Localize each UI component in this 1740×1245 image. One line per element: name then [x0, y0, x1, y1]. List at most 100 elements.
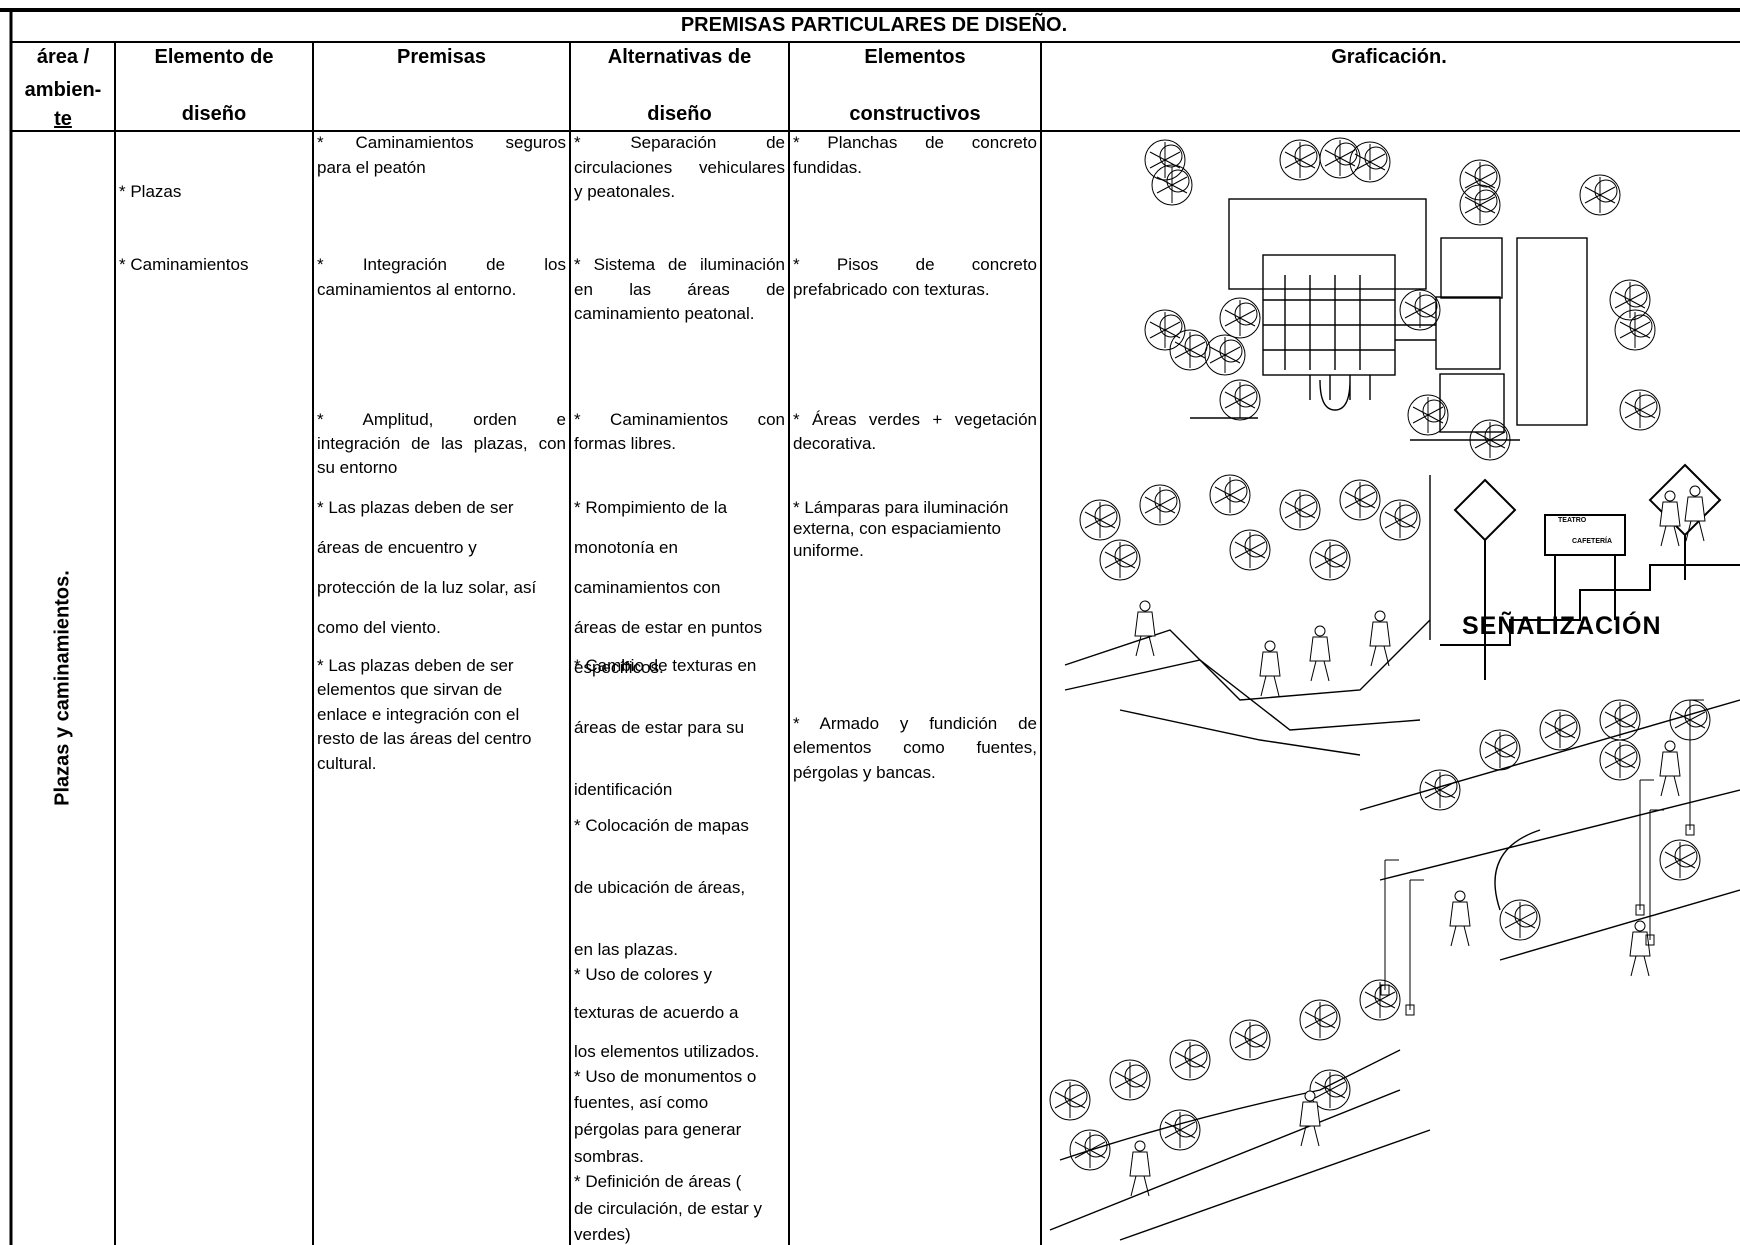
column-header: te: [54, 107, 72, 130]
lamp-post: [1685, 699, 1704, 836]
paragraph-line: específicos.: [574, 658, 664, 678]
paragraph-line: de ubicación de áreas,: [574, 878, 746, 897]
paragraph-line: en las plazas.: [574, 940, 678, 960]
tree: [1244, 534, 1268, 558]
tree: [1109, 1059, 1151, 1101]
figure: [1374, 610, 1386, 622]
tree: [1664, 842, 1696, 878]
tree: [1414, 294, 1438, 318]
tree: [1484, 424, 1508, 448]
figure: [1299, 1101, 1321, 1147]
tree: [1579, 174, 1621, 216]
column-header: área /: [36, 45, 90, 68]
lamp-post: [1380, 859, 1399, 996]
tree: [1514, 904, 1538, 928]
perspective-walkway: [1049, 475, 1740, 1241]
tree: [1394, 504, 1418, 528]
paragraph-line: de circulación, de estar y: [574, 1198, 763, 1218]
tree: [1279, 489, 1321, 531]
paragraph-line: para el peatón: [317, 157, 426, 177]
column-header: Elementos: [864, 45, 966, 68]
paragraph-line: enlace e integración con el: [317, 704, 520, 724]
tree: [1114, 1062, 1146, 1098]
tree: [1314, 1004, 1338, 1028]
figure: [1134, 611, 1156, 657]
column-header: ambien-: [24, 79, 102, 102]
paragraph-line: * Pisos de concreto: [793, 255, 1037, 275]
tree: [1294, 494, 1318, 518]
paragraph-line: * Las plazas deben de ser: [317, 498, 514, 518]
tree: [1474, 422, 1506, 458]
column-header: Alternativas de: [607, 45, 752, 68]
tree: [1384, 502, 1416, 538]
paragraph-line: cultural.: [317, 753, 377, 773]
tree: [1404, 292, 1436, 328]
tree: [1284, 492, 1316, 528]
paragraph-line: prefabricado con texturas.: [793, 279, 990, 299]
tree: [1174, 1114, 1198, 1138]
tree: [1604, 702, 1636, 738]
lamp-post: [1645, 809, 1664, 946]
tree: [1234, 384, 1258, 408]
tree: [1499, 899, 1541, 941]
tree: [1209, 474, 1251, 516]
tree: [1144, 309, 1186, 351]
tree: [1419, 769, 1461, 811]
tree: [1174, 332, 1206, 368]
paragraph-line: * Cambio de texturas en: [574, 656, 757, 675]
paragraph-line: * Plazas: [119, 182, 182, 202]
paragraph-line: * Caminamientos seguros: [317, 133, 566, 153]
paragraph-line: * Uso de monumentos o: [574, 1066, 757, 1086]
figure: [1689, 485, 1701, 497]
tree: [1504, 902, 1536, 938]
tree: [1584, 177, 1616, 213]
paragraph-line: su entorno: [317, 458, 398, 478]
tree: [1174, 1042, 1206, 1078]
figure: [1259, 651, 1281, 697]
column-header: Premisas: [397, 45, 486, 68]
figure: [1139, 600, 1151, 612]
paragraph-line: pérgolas para generar: [574, 1119, 742, 1139]
tree: [1094, 504, 1118, 528]
tree: [1674, 844, 1698, 868]
tree: [1156, 167, 1188, 203]
tree: [1624, 284, 1648, 308]
paragraph-line: caminamiento peatonal.: [574, 304, 755, 324]
tree: [1324, 1074, 1348, 1098]
sign-text: TEATRO: [1558, 517, 1587, 524]
tree: [1104, 542, 1136, 578]
tree: [1159, 1109, 1201, 1151]
figure: [1684, 496, 1706, 542]
tree: [1139, 484, 1181, 526]
tree: [1399, 289, 1441, 331]
tree: [1614, 704, 1638, 728]
tree: [1064, 1084, 1088, 1108]
tree: [1074, 1132, 1106, 1168]
tree: [1219, 339, 1243, 363]
tree: [1079, 499, 1121, 541]
column-header: diseño: [181, 103, 247, 126]
tree: [1619, 312, 1651, 348]
tree: [1164, 1112, 1196, 1148]
paragraph-line: * Integración de los: [317, 255, 566, 275]
tree: [1469, 419, 1511, 461]
figure: [1304, 1090, 1316, 1102]
paragraph-line: monotonía en: [574, 538, 678, 558]
paragraph-line: * Planchas de concreto: [793, 133, 1037, 153]
paragraph-line: elementos como fuentes,: [793, 738, 1037, 758]
tree: [1169, 329, 1211, 371]
tree: [1324, 544, 1348, 568]
tree: [1234, 302, 1258, 326]
tree: [1412, 397, 1444, 433]
paragraph-line: como del viento.: [317, 618, 441, 638]
figure: [1314, 625, 1326, 637]
paragraph-line: * Lámparas para iluminación: [793, 498, 1009, 518]
figure: [1264, 640, 1276, 652]
paragraph-line: externa, con espaciamiento: [793, 519, 1001, 539]
tree: [1599, 739, 1641, 781]
tree: [1594, 179, 1618, 203]
column-header: constructivos: [849, 103, 981, 126]
paragraph-line: * Rompimiento de la: [574, 498, 728, 518]
tree: [1464, 187, 1496, 223]
